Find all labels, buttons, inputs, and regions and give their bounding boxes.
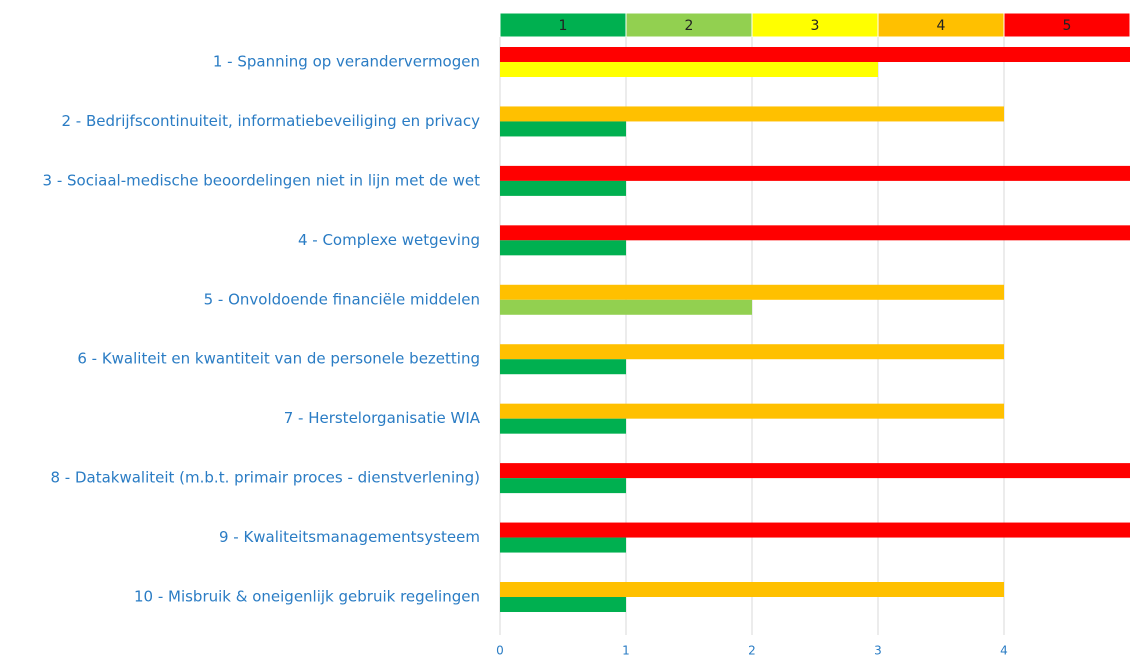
bar [500, 597, 626, 612]
x-tick-label: 3 [874, 644, 882, 656]
category-label: 3 - Sociaal-medische beoordelingen niet … [43, 171, 481, 189]
bar [500, 463, 1130, 479]
category-label: 1 - Spanning op verandervermogen [213, 53, 480, 71]
scale-label: 4 [937, 18, 946, 34]
scale-label: 5 [1063, 18, 1072, 34]
bar [500, 403, 1004, 419]
category-label: 9 - Kwaliteitsmanagementsysteem [219, 528, 480, 546]
bar [500, 522, 1130, 538]
scale-label: 3 [811, 18, 820, 34]
category-label: 7 - Herstelorganisatie WIA [284, 409, 481, 427]
scale-label: 2 [685, 18, 694, 34]
bar [500, 418, 626, 434]
bar [500, 240, 626, 256]
category-label: 4 - Complexe wetgeving [298, 231, 480, 249]
bar [500, 165, 1130, 181]
bar [500, 344, 1004, 360]
category-label: 8 - Datakwaliteit (m.b.t. primair proces… [50, 469, 480, 487]
x-tick-label: 2 [748, 644, 756, 656]
bar [500, 299, 752, 315]
bar [500, 284, 1004, 300]
bar [500, 225, 1130, 241]
bar [500, 121, 626, 137]
x-tick-label: 1 [622, 644, 630, 656]
category-label: 5 - Onvoldoende financiële middelen [204, 290, 480, 308]
x-tick-label: 0 [496, 644, 504, 656]
scale-cell [751, 12, 879, 38]
category-label: 10 - Misbruik & oneigenlijk gebruik rege… [134, 588, 480, 606]
bar [500, 478, 626, 494]
bar [500, 62, 878, 77]
scale-cell [499, 12, 627, 38]
bar [500, 47, 1130, 62]
bar [500, 180, 626, 196]
bar [500, 106, 1004, 122]
category-label: 2 - Bedrijfscontinuiteit, informatiebeve… [62, 112, 481, 130]
scale-label: 1 [559, 18, 568, 34]
x-tick-label: 4 [1000, 644, 1008, 656]
bar [500, 582, 1004, 597]
category-label: 6 - Kwaliteit en kwantiteit van de perso… [77, 350, 480, 368]
scale-cell [625, 12, 753, 38]
scale-cell [1003, 12, 1130, 38]
bar [500, 537, 626, 553]
bar [500, 359, 626, 375]
